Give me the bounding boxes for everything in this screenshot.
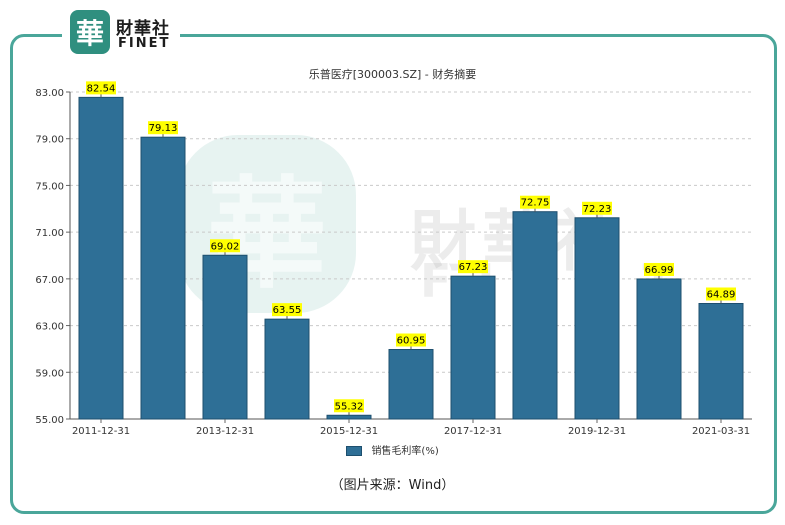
logo-mark-icon: 華 [70,10,110,54]
data-label-bg [582,201,612,215]
x-tick-label: 2015-12-31 [320,426,378,437]
bar [698,302,744,420]
data-label-bg [210,239,240,253]
bar [326,414,372,420]
logo-name-en: FINET [118,36,171,51]
chart-title: 乐普医疗[300003.SZ] - 财务摘要 [308,68,477,81]
data-label: 64.89 [707,289,736,300]
finet-logo: 華 財華社 FINET [62,6,180,58]
y-tick-label: 83.00 [35,88,64,99]
bar [388,349,434,420]
data-label-bg [458,260,488,274]
data-label-bg [520,195,550,209]
data-label-bg [706,287,736,301]
y-tick-label: 75.00 [35,181,64,192]
data-label-bg [148,121,178,135]
x-tick-label: 2021-03-31 [692,426,750,437]
data-label-bg [644,262,674,276]
data-label: 82.54 [87,83,116,94]
source-note: （图片来源：Wind） [330,478,455,493]
y-tick-label: 59.00 [35,368,64,379]
data-label: 55.32 [335,401,364,412]
y-tick-label: 79.00 [35,135,64,146]
data-label-bg [86,81,116,95]
y-tick-label: 55.00 [35,415,64,426]
x-tick-label: 2019-12-31 [568,426,626,437]
legend-label: 销售毛利率(%) [371,446,439,457]
card-frame [10,34,777,514]
y-tick-label: 63.00 [35,322,64,333]
x-tick-label: 2017-12-31 [444,426,502,437]
data-label-bg [272,303,302,317]
bar [78,96,124,420]
data-label: 63.55 [273,305,302,316]
data-label: 69.02 [211,241,240,252]
x-tick-label: 2011-12-31 [72,426,130,437]
bar [450,275,496,420]
chart-legend: 销售毛利率(%) [0,442,785,457]
data-label: 67.23 [459,262,488,273]
bar [512,211,558,420]
x-tick-label: 2013-12-31 [196,426,254,437]
data-label-bg [396,333,426,347]
data-label: 66.99 [645,265,674,276]
bar [140,136,186,420]
bar [202,254,248,420]
bar [264,318,310,420]
y-tick-label: 71.00 [35,228,64,239]
legend-swatch [346,446,363,456]
data-label: 72.75 [521,198,550,209]
y-tick-label: 67.00 [35,275,64,286]
data-label: 79.13 [149,123,178,134]
logo-name-cn: 財華社 [116,19,170,39]
data-label-bg [334,399,364,413]
bar [574,217,620,420]
data-label: 60.95 [397,336,426,347]
data-label: 72.23 [583,204,612,215]
bar [636,278,682,420]
